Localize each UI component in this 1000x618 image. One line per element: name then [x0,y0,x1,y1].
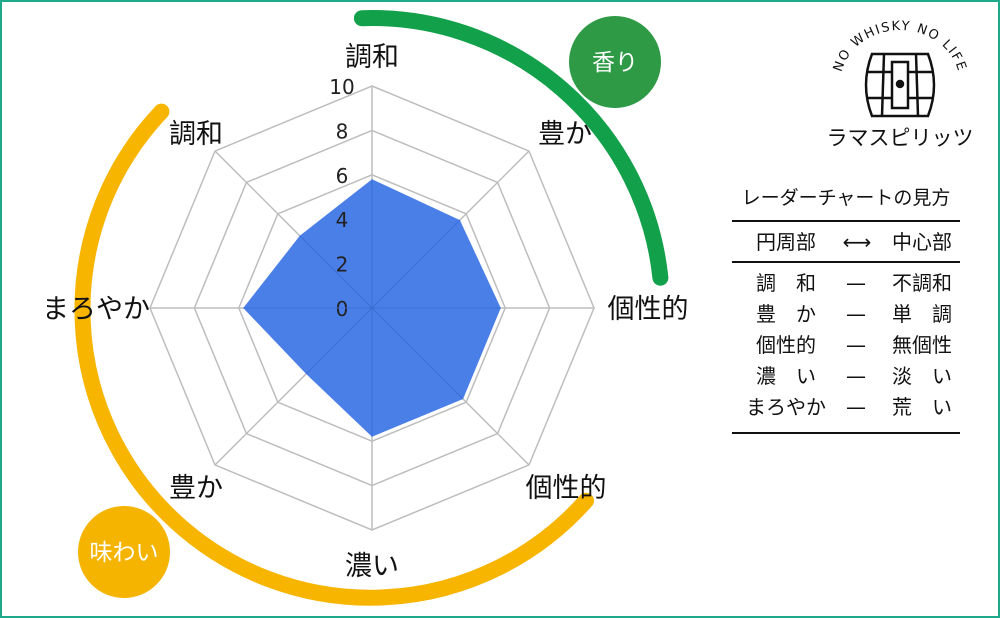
axis-label: 調和 [345,42,399,73]
axis-label: 調和 [169,119,223,150]
inner-spoke [371,219,461,309]
axis-label: 豊か [169,473,223,504]
taste-arc [74,103,594,606]
tick-label: 10 [329,75,354,99]
legend-row-dash: — [846,395,866,419]
inner-spoke [305,307,373,375]
legend-row-dash: — [846,271,866,295]
aroma-arc [353,10,669,286]
legend-row-right: 淡 い [892,364,952,388]
axis-label: 豊か [538,119,592,150]
axis-label: まろやか [42,294,150,325]
aroma-badge-label: 香り [592,50,638,76]
legend-row-dash: — [846,333,866,357]
tick-label: 2 [336,253,349,277]
brand-logo: NO WHISKY NO LIFE ラマスピリッツ [827,19,974,150]
legend-row-left: まろやか [746,395,826,419]
axis-label: 濃い [345,551,399,582]
legend-row-right: 無個性 [892,333,952,357]
tick-label: 8 [336,119,349,143]
legend-title: レーダーチャートの見方 [742,187,951,209]
tick-labels: 0 2 4 6 8 10 [329,75,354,321]
legend-header-arrow: ⟷ [843,230,872,254]
tick-label: 4 [336,208,349,232]
legend-row-dash: — [846,302,866,326]
brand-name: ラマスピリッツ [827,126,974,150]
tick-label: 6 [336,164,349,188]
axis-label: 個性的 [608,294,689,325]
taste-badge: 味わい [78,506,170,598]
axis-label: 個性的 [526,473,607,504]
legend-header-left: 円周部 [756,230,816,254]
legend-row-left: 個性的 [756,333,816,357]
barrel-icon [864,52,936,118]
legend-header-right: 中心部 [892,230,952,254]
legend-row-left: 調 和 [756,271,816,295]
legend-row-right: 単 調 [892,302,952,326]
legend-row-left: 濃 い [756,364,816,388]
legend-row-right: 不調和 [892,271,952,295]
inner-spoke [299,235,373,309]
aroma-badge: 香り [569,16,661,108]
legend-row-left: 豊 か [756,302,816,326]
legend-row-right: 荒 い [892,395,952,419]
legend-row-dash: — [846,364,866,388]
taste-badge-label: 味わい [90,540,159,566]
inner-spoke [371,307,464,400]
tick-label: 0 [336,297,349,321]
